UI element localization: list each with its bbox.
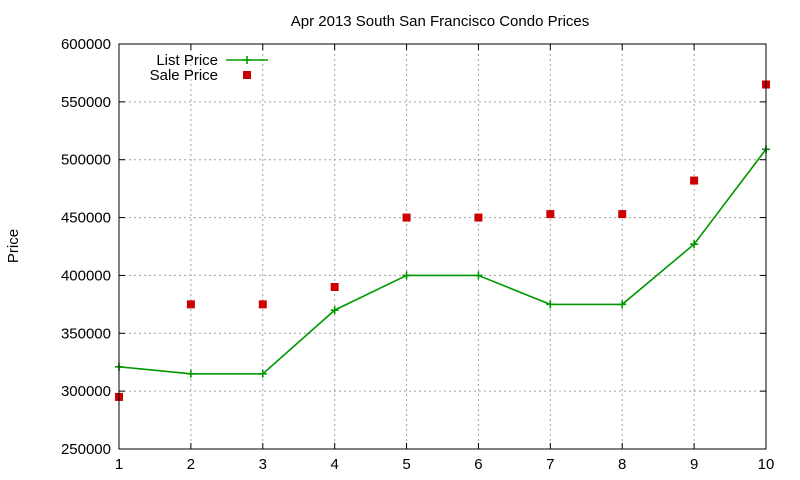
legend-marker-list-price bbox=[243, 56, 251, 64]
sale-price-series bbox=[115, 80, 770, 401]
list-price-point bbox=[546, 300, 555, 309]
grid-lines bbox=[119, 44, 766, 449]
x-tick-label: 6 bbox=[474, 456, 482, 473]
list-price-point bbox=[690, 240, 699, 249]
x-tick-label: 3 bbox=[259, 456, 267, 473]
y-axis-label: Price bbox=[5, 229, 22, 263]
legend-marker-sale-price bbox=[243, 71, 251, 79]
list-price-series bbox=[115, 145, 770, 378]
legend-label-sale-price: Sale Price bbox=[150, 67, 218, 84]
y-tick-label: 450000 bbox=[61, 210, 111, 227]
y-tick-label: 550000 bbox=[61, 94, 111, 111]
y-tick-label: 250000 bbox=[61, 441, 111, 458]
sale-price-point bbox=[618, 210, 627, 219]
y-tick-label: 400000 bbox=[61, 267, 111, 284]
sale-price-point bbox=[330, 283, 339, 291]
y-tick-label: 350000 bbox=[61, 325, 111, 342]
x-tick-label: 5 bbox=[402, 456, 410, 473]
plot-series bbox=[115, 80, 770, 401]
sale-price-point bbox=[690, 176, 699, 185]
y-tick-label: 500000 bbox=[61, 152, 111, 169]
list-price-point bbox=[330, 306, 339, 315]
legend-label-list-price: List Price bbox=[156, 52, 218, 69]
list-price-point bbox=[474, 271, 483, 280]
axis-ticks: 1 2 3 4 5 6 7 8 9 10 250000 300000 350000 400000 45000… bbox=[61, 36, 774, 473]
x-tick-label: 8 bbox=[618, 456, 626, 473]
sale-price-point bbox=[546, 210, 555, 219]
plot-frame bbox=[118, 43, 767, 450]
x-tick-label: 7 bbox=[546, 456, 554, 473]
list-price-line bbox=[118, 148, 767, 375]
x-tick-label: 2 bbox=[187, 456, 195, 473]
list-price-point bbox=[618, 300, 627, 309]
x-tick-label: 10 bbox=[758, 456, 775, 473]
y-tick-label: 600000 bbox=[61, 36, 111, 53]
sale-price-point bbox=[474, 213, 483, 222]
list-price-point bbox=[258, 369, 267, 378]
list-price-point bbox=[186, 369, 195, 378]
chart-title: Apr 2013 South San Francisco Condo Price… bbox=[291, 13, 590, 30]
x-tick-label: 9 bbox=[690, 456, 698, 473]
sale-price-point bbox=[258, 300, 267, 309]
y-tick-label: 300000 bbox=[61, 383, 111, 400]
x-tick-label: 4 bbox=[330, 456, 338, 473]
x-tick-label: 1 bbox=[115, 456, 123, 473]
list-price-point bbox=[402, 271, 411, 280]
sale-price-point bbox=[186, 300, 195, 309]
sale-price-point bbox=[402, 213, 411, 222]
